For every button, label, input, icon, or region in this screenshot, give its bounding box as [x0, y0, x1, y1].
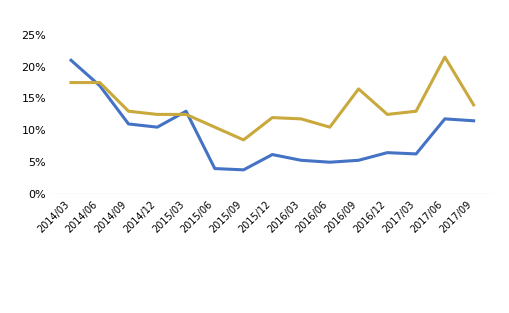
建筑业企业利润总额同比增速 [269, 116, 275, 120]
建筑业企业总收入同比增速 [68, 59, 74, 62]
建筑业企业总收入同比增速 [126, 122, 132, 126]
建筑业企业利润总额同比增速 [413, 109, 419, 113]
建筑业企业总收入同比增速 [327, 160, 333, 164]
建筑业企业总收入同比增速 [97, 84, 103, 88]
建筑业企业利润总额同比增速 [442, 55, 448, 59]
建筑业企业总收入同比增速 [384, 151, 390, 155]
建筑业企业总收入同比增速 [183, 109, 189, 113]
建筑业企业总收入同比增速 [470, 119, 476, 123]
建筑业企业总收入同比增速 [355, 158, 361, 162]
建筑业企业利润总额同比增速 [212, 125, 218, 129]
建筑业企业利润总额同比增速 [126, 109, 132, 113]
Line: 建筑业企业利润总额同比增速: 建筑业企业利润总额同比增速 [71, 57, 473, 140]
建筑业企业利润总额同比增速 [97, 81, 103, 85]
建筑业企业利润总额同比增速 [154, 113, 160, 116]
建筑业企业总收入同比增速 [298, 158, 304, 162]
建筑业企业总收入同比增速 [413, 152, 419, 156]
建筑业企业利润总额同比增速 [355, 87, 361, 91]
建筑业企业总收入同比增速 [154, 125, 160, 129]
建筑业企业利润总额同比增速 [68, 81, 74, 85]
建筑业企业利润总额同比增速 [384, 113, 390, 116]
建筑业企业总收入同比增速 [442, 117, 448, 121]
建筑业企业利润总额同比增速 [241, 138, 247, 142]
建筑业企业总收入同比增速 [269, 153, 275, 156]
建筑业企业利润总额同比增速 [470, 103, 476, 107]
建筑业企业总收入同比增速 [241, 168, 247, 172]
建筑业企业利润总额同比增速 [183, 113, 189, 116]
建筑业企业利润总额同比增速 [327, 125, 333, 129]
Line: 建筑业企业总收入同比增速: 建筑业企业总收入同比增速 [71, 60, 473, 170]
建筑业企业利润总额同比增速 [298, 117, 304, 121]
建筑业企业总收入同比增速 [212, 167, 218, 171]
